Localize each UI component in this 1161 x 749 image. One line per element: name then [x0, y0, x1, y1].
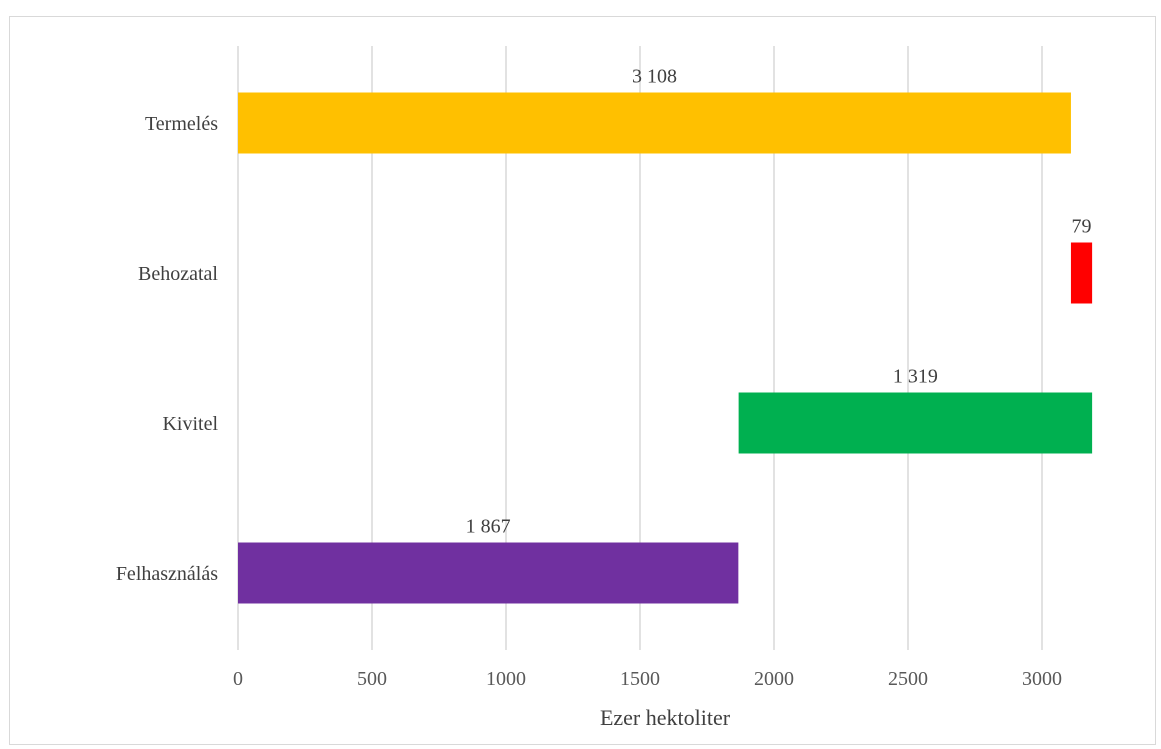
data-label: 1 319	[893, 366, 938, 388]
category-label: Behozatal	[138, 263, 218, 285]
data-label: 1 867	[466, 516, 511, 538]
bars	[238, 92, 1093, 604]
x-tick-label: 2000	[754, 668, 794, 690]
x-tick-label: 3000	[1022, 668, 1062, 690]
x-tick-label: 1500	[620, 668, 660, 690]
data-labels: 3 108 79 1 319 1 867	[466, 66, 1092, 538]
category-label: Felhasználás	[116, 563, 218, 585]
x-tick-label: 1000	[486, 668, 526, 690]
data-label: 79	[1072, 216, 1092, 238]
bar	[738, 392, 1093, 454]
x-tick-label: 2500	[888, 668, 928, 690]
bar	[238, 92, 1071, 154]
x-tick-label: 0	[233, 668, 243, 690]
x-tick-labels: 0 500 1000 1500 2000 2500 3000	[233, 668, 1062, 690]
x-axis-title: Ezer hektoliter	[600, 705, 731, 730]
category-label: Kivitel	[162, 413, 218, 435]
category-labels: Termelés Behozatal Kivitel Felhasználás	[116, 113, 219, 585]
data-label: 3 108	[632, 66, 677, 88]
bar	[238, 542, 739, 604]
bar	[1070, 242, 1093, 304]
category-label: Termelés	[145, 113, 218, 135]
x-tick-label: 500	[357, 668, 387, 690]
